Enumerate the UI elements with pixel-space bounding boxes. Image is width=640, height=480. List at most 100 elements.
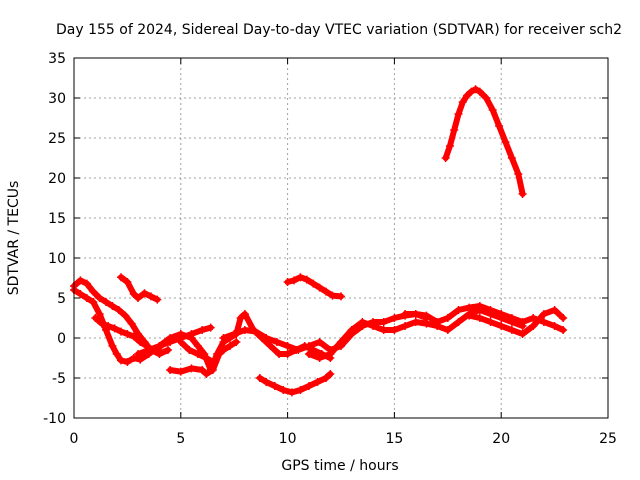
data-point-marker — [550, 322, 559, 330]
tick-layer: 0 5 10 15 20 25 -10 -5 0 5 10 15 20 25 30 35 — [43, 51, 617, 447]
data-point-marker — [176, 338, 185, 346]
data-point-marker — [116, 356, 125, 365]
data-point-marker — [315, 283, 324, 292]
series-arc-6 — [166, 338, 241, 378]
data-point-marker — [322, 374, 331, 382]
x-tick-label: 5 — [176, 431, 185, 447]
data-point-marker — [129, 332, 138, 341]
y-tick-label: 15 — [48, 211, 66, 227]
data-point-marker — [304, 382, 313, 390]
data-point-marker — [467, 87, 476, 96]
data-point-marker — [266, 342, 275, 350]
data-point-marker — [193, 350, 202, 358]
data-point-marker — [240, 326, 249, 334]
data-point-marker — [176, 330, 185, 338]
data-point-marker — [89, 298, 98, 306]
series-arc-9 — [255, 370, 335, 397]
data-point-marker — [121, 311, 130, 320]
chart-title: Day 155 of 2024, Sidereal Day-to-day VTE… — [56, 22, 622, 38]
data-point-marker — [347, 326, 356, 334]
y-tick-label: -10 — [43, 411, 66, 427]
data-point-marker — [337, 338, 345, 346]
data-point-marker — [337, 292, 345, 301]
series-line — [466, 307, 567, 337]
data-point-marker — [539, 310, 548, 318]
data-point-marker — [495, 122, 504, 130]
series-arc-10 — [283, 273, 345, 301]
y-tick-label: -5 — [52, 371, 66, 387]
data-point-marker — [166, 366, 175, 374]
data-point-marker — [518, 318, 527, 326]
data-point-marker — [272, 338, 281, 346]
y-tick-label: 10 — [48, 251, 66, 267]
data-point-marker — [134, 350, 143, 358]
data-point-marker — [401, 322, 410, 330]
data-point-marker — [465, 311, 474, 320]
data-point-marker — [315, 354, 324, 362]
data-point-marker — [89, 287, 98, 296]
y-tick-label: 35 — [48, 51, 66, 67]
data-point-marker — [296, 273, 305, 282]
data-point-marker — [454, 306, 463, 314]
y-tick-label: 20 — [48, 171, 66, 187]
data-point-marker — [140, 289, 149, 298]
data-point-marker — [76, 276, 85, 285]
data-point-marker — [146, 292, 155, 301]
data-point-marker — [136, 355, 145, 364]
series-line — [442, 86, 526, 197]
data-point-marker — [443, 326, 452, 334]
data-point-marker — [518, 330, 527, 338]
data-point-marker — [445, 142, 454, 150]
data-point-marker — [82, 279, 91, 288]
data-point-marker — [136, 338, 145, 346]
data-point-marker — [304, 350, 313, 358]
data-point-marker — [123, 330, 132, 338]
data-point-marker — [129, 290, 138, 298]
data-point-marker — [539, 318, 548, 326]
data-point-marker — [559, 326, 568, 334]
data-point-marker — [550, 306, 559, 314]
data-point-marker — [486, 306, 495, 314]
data-point-marker — [208, 358, 217, 366]
data-point-marker — [422, 319, 431, 328]
data-point-marker — [193, 342, 202, 350]
data-point-marker — [486, 318, 495, 326]
data-point-marker — [475, 314, 484, 322]
data-point-marker — [112, 350, 121, 358]
data-point-marker — [275, 350, 284, 358]
y-tick-label: 30 — [48, 91, 66, 107]
data-point-marker — [97, 319, 106, 328]
series-arc-4 — [116, 273, 162, 304]
data-point-marker — [441, 154, 450, 162]
data-point-marker — [390, 314, 399, 322]
data-point-marker — [290, 276, 299, 285]
series-arc-14 — [441, 85, 527, 198]
data-point-marker — [270, 382, 279, 390]
y-tick-label: 25 — [48, 131, 66, 147]
x-tick-label: 15 — [385, 431, 403, 447]
data-point-marker — [225, 342, 234, 350]
data-point-marker — [215, 350, 224, 358]
x-tick-label: 0 — [70, 431, 79, 447]
data-point-marker — [450, 126, 459, 134]
series-arc-8 — [219, 310, 431, 354]
data-point-marker — [163, 346, 172, 354]
data-point-marker — [219, 346, 228, 354]
data-point-marker — [411, 318, 420, 326]
data-point-marker — [116, 273, 125, 282]
data-point-marker — [283, 278, 292, 286]
data-point-marker — [166, 334, 175, 342]
data-point-marker — [322, 287, 331, 296]
series-line — [71, 277, 171, 357]
data-point-marker — [529, 322, 538, 330]
data-point-marker — [198, 366, 207, 374]
data-point-marker — [232, 338, 241, 346]
data-point-marker — [82, 294, 91, 302]
data-point-marker — [208, 366, 217, 374]
data-point-marker — [326, 350, 335, 358]
data-point-marker — [187, 334, 196, 342]
data-point-marker — [501, 138, 510, 146]
data-point-marker — [507, 154, 516, 162]
data-point-marker — [230, 330, 239, 338]
